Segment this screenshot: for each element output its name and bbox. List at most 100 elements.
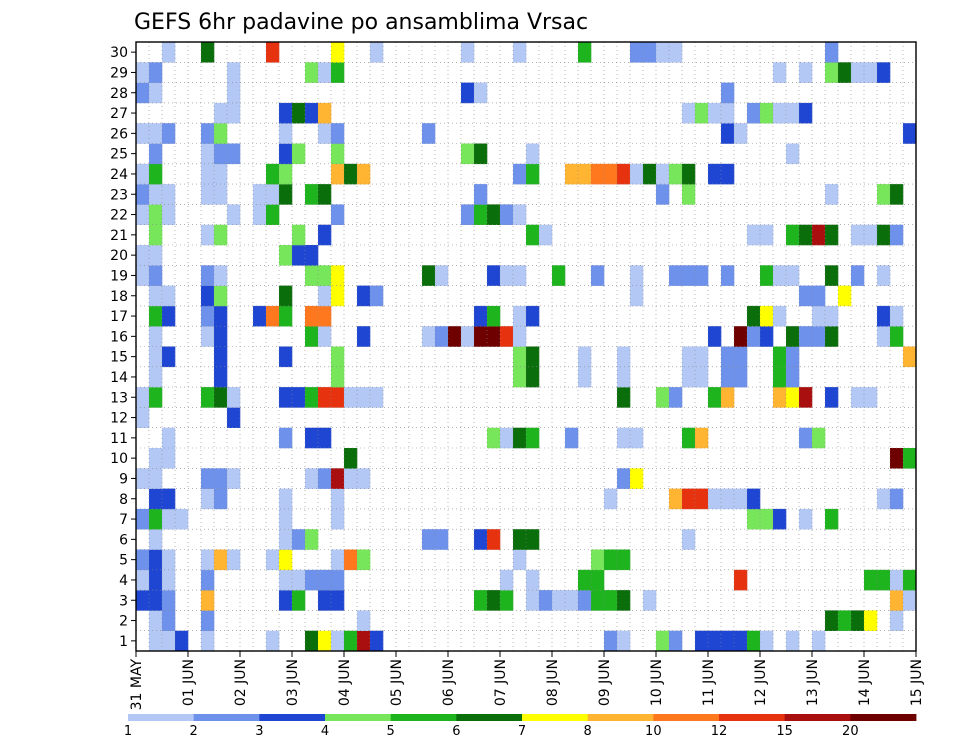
heatmap-cell xyxy=(370,285,384,307)
heatmap-cell xyxy=(279,387,293,408)
heatmap-cell xyxy=(526,346,540,368)
heatmap-cell xyxy=(682,488,696,510)
colorbar-swatch xyxy=(784,714,851,721)
heatmap-cell xyxy=(201,123,215,144)
heatmap-cell xyxy=(305,265,319,286)
heatmap-cell xyxy=(214,163,228,185)
heatmap-cell xyxy=(136,204,150,225)
colorbar-label: 12 xyxy=(711,724,728,739)
heatmap-cell xyxy=(279,346,293,368)
heatmap-cell xyxy=(448,326,462,347)
heatmap-cell xyxy=(890,569,904,591)
heatmap-cell xyxy=(890,590,904,611)
heatmap-cell xyxy=(773,62,787,83)
heatmap-cell xyxy=(214,184,228,205)
heatmap-cell xyxy=(799,62,813,83)
y-tick-label: 13 xyxy=(110,390,128,406)
heatmap-cell xyxy=(617,549,631,571)
heatmap-cell xyxy=(500,265,514,286)
x-tick-label: 13 JUN xyxy=(805,659,821,706)
heatmap-cell xyxy=(630,163,644,185)
colorbar-swatch xyxy=(653,714,720,721)
heatmap-cell xyxy=(201,590,215,611)
heatmap-cell xyxy=(656,42,670,63)
heatmap-cell xyxy=(279,590,293,611)
heatmap-cell xyxy=(214,305,228,327)
heatmap-cell xyxy=(864,62,878,83)
heatmap-cell xyxy=(149,204,163,225)
colorbar-swatch xyxy=(325,714,392,721)
heatmap-cell xyxy=(773,387,787,408)
heatmap-cell xyxy=(331,488,345,510)
heatmap-cell xyxy=(279,143,293,165)
heatmap-cell xyxy=(721,346,735,368)
heatmap-cell xyxy=(630,468,644,489)
heatmap-cell xyxy=(578,366,592,388)
x-tick-label: 14 JUN xyxy=(857,659,873,706)
heatmap-cell xyxy=(721,488,735,510)
heatmap-cell xyxy=(279,549,293,571)
heatmap-cell xyxy=(708,102,722,124)
x-tick-label: 08 JUN xyxy=(545,659,561,706)
heatmap-cell xyxy=(890,448,904,469)
heatmap-cell xyxy=(656,387,670,408)
heatmap-cell xyxy=(877,326,891,347)
heatmap-cell xyxy=(903,346,917,368)
heatmap-cell xyxy=(695,102,709,124)
heatmap-cell xyxy=(149,549,163,571)
y-tick-label: 14 xyxy=(110,370,128,386)
heatmap-cell xyxy=(682,265,696,286)
colorbar-swatch xyxy=(850,714,917,721)
heatmap-cell xyxy=(513,346,527,368)
heatmap-cell xyxy=(266,305,280,327)
x-tick-label: 06 JUN xyxy=(441,659,457,706)
heatmap-cell xyxy=(162,508,176,530)
y-tick-label: 19 xyxy=(110,268,128,284)
heatmap-cell xyxy=(760,305,774,327)
heatmap-cell xyxy=(760,224,774,246)
heatmap-cell xyxy=(669,630,683,652)
heatmap-cell xyxy=(201,387,215,408)
x-axis: 31 MAY 01 JUN 02 JUN 03 JUN 04 JUN 05 JUN 06 J… xyxy=(129,651,925,710)
heatmap-cell xyxy=(136,62,150,83)
heatmap-cell xyxy=(149,82,163,104)
heatmap-cell xyxy=(786,346,800,368)
heatmap-cell xyxy=(747,305,761,327)
heatmap-cell xyxy=(149,630,163,652)
heatmap-cell xyxy=(149,265,163,286)
heatmap-cell xyxy=(851,387,865,408)
heatmap-cell xyxy=(747,630,761,652)
heatmap-cell xyxy=(461,42,475,63)
heatmap-cell xyxy=(903,590,917,611)
heatmap-cell xyxy=(318,630,332,652)
heatmap-cell xyxy=(357,610,371,631)
heatmap-cell xyxy=(461,204,475,225)
y-tick-label: 22 xyxy=(110,208,128,224)
heatmap-cell xyxy=(214,102,228,124)
y-tick-label: 23 xyxy=(110,187,128,203)
y-tick-label: 12 xyxy=(110,411,128,427)
heatmap-cell xyxy=(318,224,332,246)
heatmap-cell xyxy=(136,184,150,205)
heatmap-cell xyxy=(149,590,163,611)
heatmap-cell xyxy=(136,508,150,530)
heatmap-cell xyxy=(292,224,306,246)
heatmap-cell xyxy=(149,610,163,631)
heatmap-cell xyxy=(331,265,345,286)
heatmap-cell xyxy=(643,163,657,185)
heatmap-cell xyxy=(487,590,501,611)
heatmap-cell xyxy=(149,224,163,246)
x-tick-label: 07 JUN xyxy=(493,659,509,706)
heatmap-cell xyxy=(617,590,631,611)
heatmap-cell xyxy=(474,204,488,225)
heatmap-cell xyxy=(305,529,319,550)
heatmap-cell xyxy=(799,102,813,124)
heatmap-cell xyxy=(279,508,293,530)
y-tick-label: 4 xyxy=(119,573,128,589)
heatmap-cell xyxy=(136,123,150,144)
heatmap-cell xyxy=(227,102,241,124)
y-tick-label: 28 xyxy=(110,86,128,102)
heatmap-cell xyxy=(786,265,800,286)
x-tick-label: 01 JUN xyxy=(181,659,197,706)
